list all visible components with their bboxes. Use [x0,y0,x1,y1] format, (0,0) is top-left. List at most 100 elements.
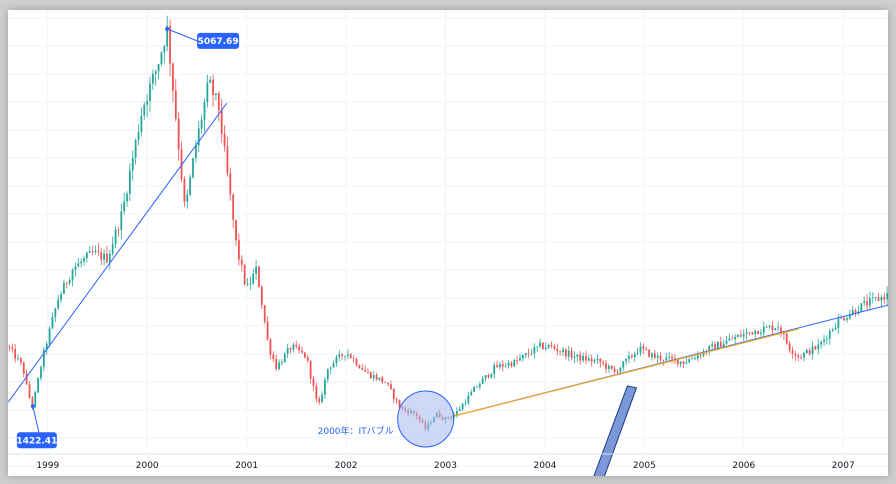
candle-body [226,146,229,174]
candle-body [573,356,576,358]
candle-body [329,367,332,369]
candle-body [100,252,103,260]
candle-body [74,266,77,270]
candle-body [524,353,527,356]
candle-body [8,346,11,348]
candle-body [668,356,671,358]
candle-body [625,358,628,362]
candle-body [301,350,303,353]
candle-body [364,369,367,372]
candle-body [653,353,656,358]
candle-body [54,308,57,318]
candle-body [48,328,51,344]
candle-body [65,282,68,284]
candle-body [352,358,355,359]
candle-body [762,326,765,333]
candle-body [550,344,553,347]
candle-body [303,352,306,358]
candle-body [324,379,326,395]
grid [8,10,888,467]
candle-body [553,346,556,349]
candle-body [840,317,843,319]
x-tick-label: 2000 [136,461,159,471]
candle-body [877,297,880,301]
candle-body [722,343,725,347]
candle-body [80,261,83,264]
candle-body [794,353,797,356]
candle-body [240,259,243,265]
candle-body [507,362,510,366]
candle-body [711,344,714,347]
low-price-label: 1422.41 [16,436,57,446]
candle-body [848,314,851,319]
candle-body [137,132,140,141]
candle-body [579,354,582,361]
candle-body [332,363,335,368]
candle-body [636,353,639,355]
candle-body [630,355,633,358]
candle-body [596,358,599,361]
candle-body [85,252,88,259]
candle-body [186,194,189,202]
candle-body [346,354,349,356]
candle-body [258,266,260,287]
candle-body [229,173,232,195]
candle-body [126,193,128,202]
candle-body [593,360,596,362]
candle-body [785,334,788,344]
candle-body [484,375,487,379]
candle-body [831,329,834,332]
candle-body [556,348,559,352]
candle-body [11,347,14,349]
candle-body [266,321,269,340]
candle-body [94,251,97,252]
candle-body [177,118,180,150]
candle-body [117,229,120,231]
candle-body [499,364,501,368]
candle-body [151,73,154,84]
candle-body [648,349,650,357]
candle-body [275,358,278,369]
candle-body [757,330,759,334]
candle-body [616,371,619,373]
high-price-label: 5067.69 [198,37,239,47]
candle-body [837,318,840,328]
candle-body [166,25,169,47]
candle-body [685,362,688,364]
candle-body [613,368,616,372]
candle-body [665,357,668,361]
candle-body [17,358,19,359]
candle-body [651,353,653,357]
x-tick-label: 2004 [533,461,556,471]
candle-body [106,253,108,263]
candle-body [883,296,886,300]
candle-body [212,79,214,96]
candle-body [398,399,401,408]
highlight-circle [397,390,455,448]
candle-body [341,354,344,356]
candle-body [200,119,203,129]
candle-body [760,332,762,334]
candle-body [694,358,696,360]
candle-body [533,347,536,354]
candle-body [131,157,134,171]
candle-body [547,344,550,348]
candle-body [886,293,888,300]
candle-body [846,318,848,321]
candle-body [77,263,80,267]
candle-body [734,337,737,340]
candle-body [476,386,478,388]
candle-body [375,375,378,380]
candle-body [539,342,541,347]
candle-body [237,240,240,260]
candle-body [172,63,174,91]
drawings-layer: 2000年：ITバブル 5067.69 1422.41 [8,26,888,476]
high-leader-line [166,28,198,42]
candle-body [355,358,358,366]
candle-body [289,348,292,350]
candle-body [298,346,301,351]
candle-body [249,283,252,285]
candle-body [519,358,521,361]
candle-body [361,368,364,370]
candle-body [349,354,352,359]
